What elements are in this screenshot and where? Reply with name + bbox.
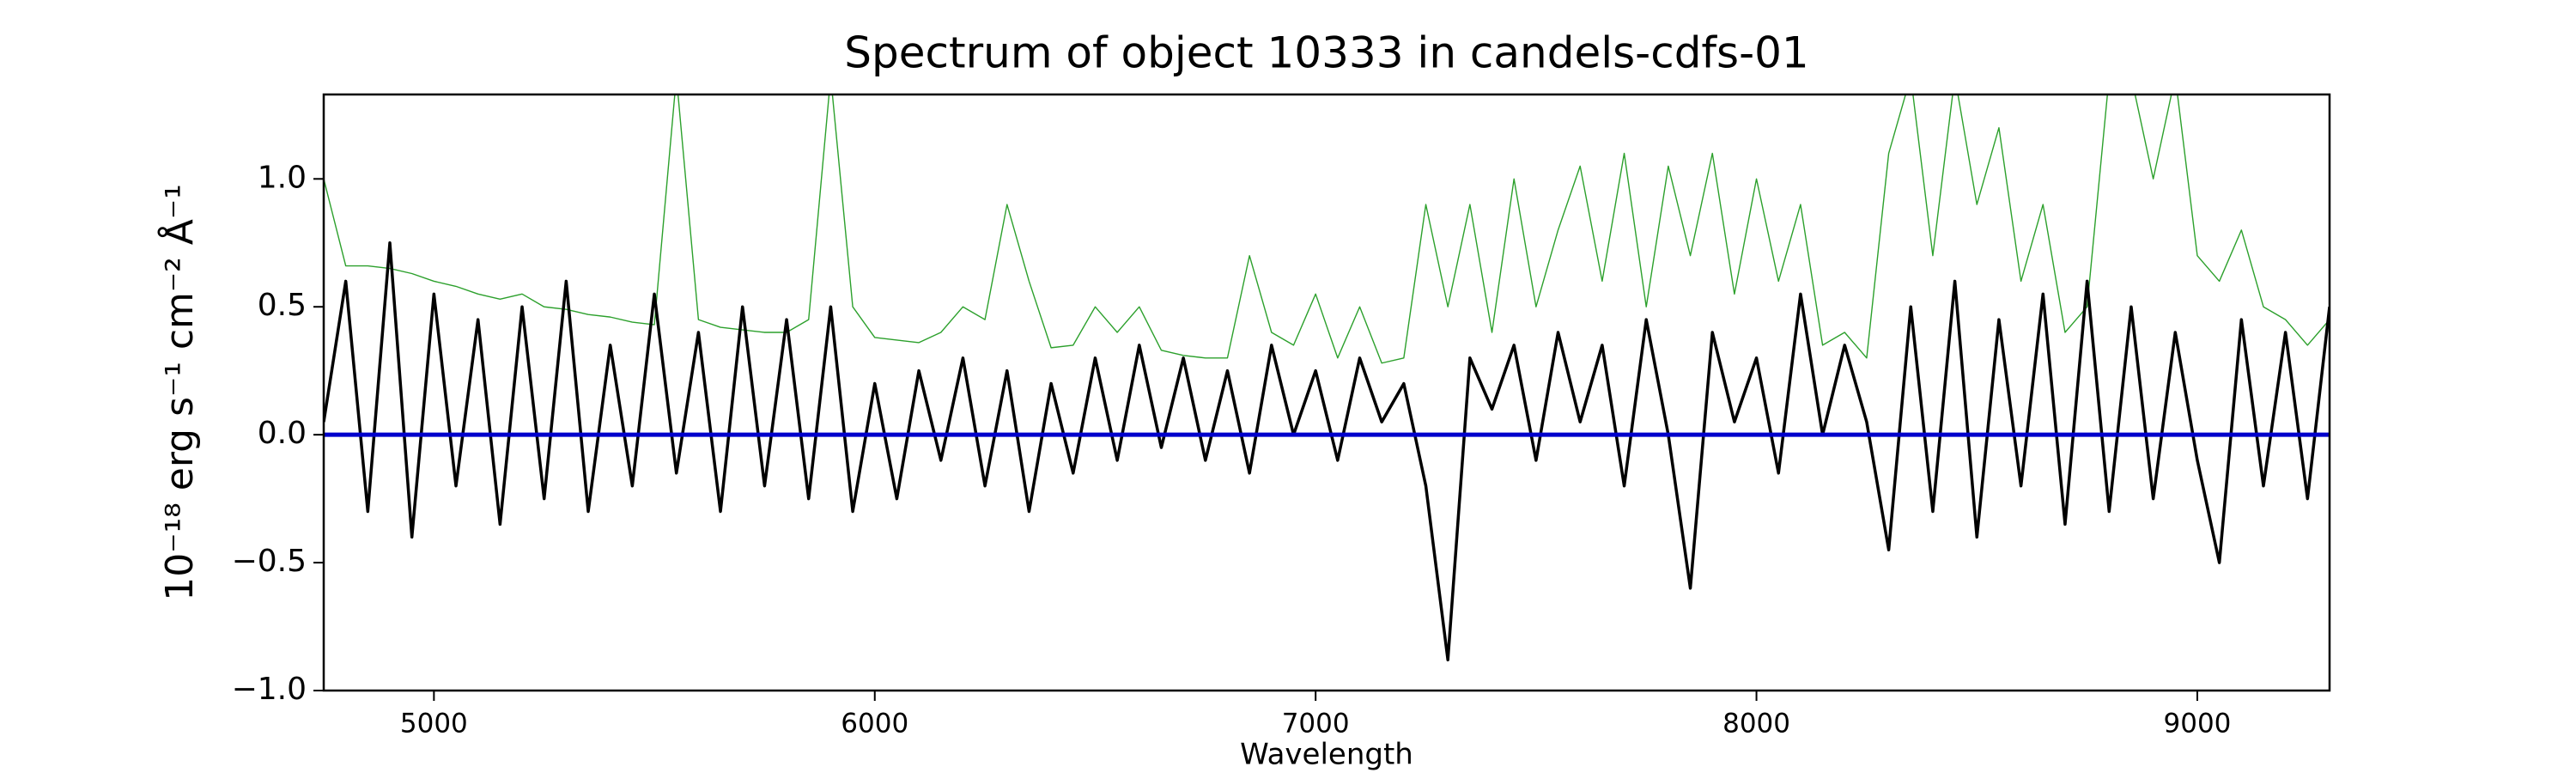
axes-frame xyxy=(322,93,2331,692)
x-tick-label: 9000 xyxy=(2164,709,2232,740)
plot-area xyxy=(324,94,2330,662)
y-tick-label: −1.0 xyxy=(232,672,307,707)
y-tick-label: 1.0 xyxy=(258,160,307,195)
y-tick-label: 0.0 xyxy=(258,416,307,451)
x-tick-label: 7000 xyxy=(1282,709,1350,740)
x-tick-label: 5000 xyxy=(400,709,468,740)
y-tick-label: 0.5 xyxy=(258,288,307,323)
chart-title: Spectrum of object 10333 in candels-cdfs… xyxy=(844,28,1809,78)
spectrum-line xyxy=(324,94,2330,364)
x-axis-label: Wavelength xyxy=(1240,738,1413,772)
x-tick-label: 6000 xyxy=(841,709,908,740)
spectrum-line xyxy=(324,241,2330,662)
y-axis-label: 10⁻¹⁸ erg s⁻¹ cm⁻² Å⁻¹ xyxy=(156,184,202,600)
y-tick-label: −0.5 xyxy=(232,544,307,579)
x-tick-label: 8000 xyxy=(1722,709,1790,740)
